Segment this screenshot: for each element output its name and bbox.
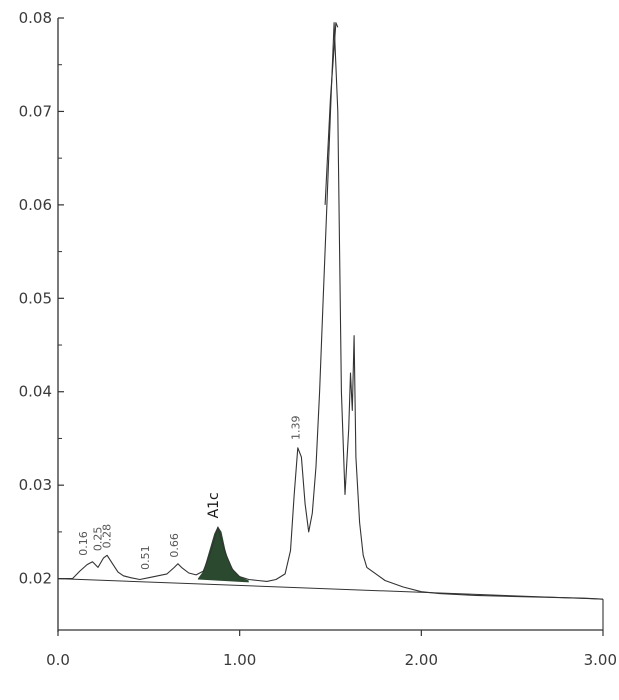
peak-retention-label: 0.51 <box>139 545 152 570</box>
y-tick-label: 0.06 <box>19 196 52 214</box>
peak-retention-label: 0.16 <box>77 531 90 556</box>
signal-lines <box>57 22 604 600</box>
y-tick-label: 0.08 <box>19 9 52 27</box>
y-tick-label: 0.03 <box>19 476 52 494</box>
x-tick-label: 0.0 <box>46 651 70 669</box>
signal-series-line <box>324 22 339 205</box>
peak-retention-label: 1.39 <box>290 415 303 440</box>
y-tick-label: 0.04 <box>19 383 52 401</box>
peak-retention-label: 0.28 <box>101 524 114 549</box>
x-tick-label: 1.00 <box>223 651 256 669</box>
y-tick-label: 0.02 <box>19 570 52 588</box>
x-tick-label: 2.00 <box>405 651 438 669</box>
y-axis: 0.02 0.03 0.04 0.05 0.06 0.07 0.08 <box>19 9 64 632</box>
x-axis: 0.0 1.00 2.00 3.00 <box>46 629 617 669</box>
peak-retention-label: 0.66 <box>168 533 181 558</box>
a1c-peak-label: A1c <box>206 492 222 518</box>
peak-labels: 0.16 0.250.28 0.51 0.66 1.39 A1c <box>77 415 303 569</box>
y-tick-label: 0.07 <box>19 102 52 120</box>
a1c-peak-fill <box>197 526 249 583</box>
y-tick-label: 0.05 <box>19 289 52 307</box>
baseline-line <box>57 578 604 600</box>
signal-series-line <box>58 22 604 600</box>
peak-retention-label: 0.25 <box>92 527 105 552</box>
x-tick-label: 3.00 <box>584 651 617 669</box>
peak-fills <box>197 526 249 583</box>
